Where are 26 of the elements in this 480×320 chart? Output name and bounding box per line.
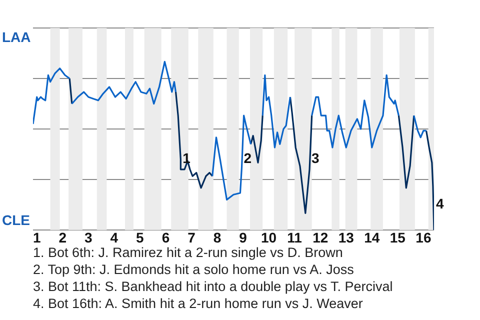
x-tick-label: 2 (58, 229, 67, 246)
x-tick-label: 14 (364, 229, 380, 246)
text: 1. Bot 6th: J. Ramirez hit a 2-run single vs D. Brown (33, 244, 344, 261)
x-tick-label: 16 (416, 229, 432, 246)
text: 3. Bot 11th: S. Bankhead hit into a double play vs T. Percival (33, 278, 393, 295)
text: CLE (2, 212, 30, 228)
text: 2. Top 9th: J. Edmonds hit a solo home run vs A. Joss (33, 261, 355, 278)
x-tick-label: 5 (136, 229, 144, 246)
x-tick-label: 1 (32, 229, 41, 246)
annotation: 4 (436, 196, 444, 212)
annotation: 2 (244, 150, 252, 166)
x-tick-label: 11 (287, 229, 302, 246)
x-tick-label: 9 (239, 229, 248, 246)
x-tick-label: 7 (188, 229, 196, 246)
x-tick-label: 13 (338, 229, 354, 246)
x-tick-label: 15 (390, 229, 406, 246)
text: 4. Bot 16th: A. Smith hit a 2-run home run vs J. Weaver (33, 295, 364, 312)
x-tick-label: 12 (312, 229, 328, 246)
x-tick-label: 10 (261, 229, 277, 246)
text: LAA (2, 29, 31, 45)
x-tick-label: 4 (110, 229, 118, 246)
x-tick-label: 8 (213, 229, 222, 246)
annotation: 1 (182, 150, 191, 166)
x-tick-label: 6 (162, 229, 170, 246)
annotation: 3 (312, 150, 320, 166)
x-tick-label: 3 (84, 229, 93, 246)
